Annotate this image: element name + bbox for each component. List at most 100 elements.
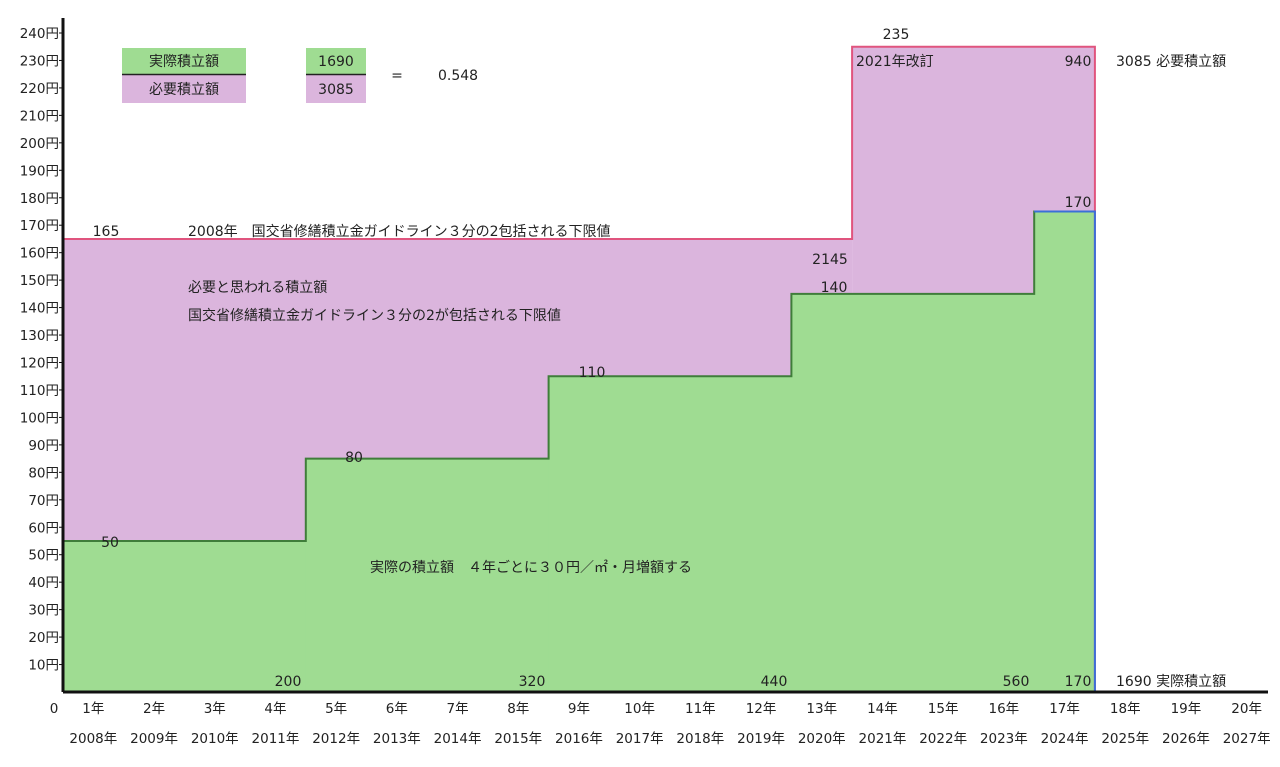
x-year-label: 2026年 <box>1162 731 1210 747</box>
x-period-label: 8年 <box>507 701 529 717</box>
x-year-label: 2017年 <box>616 731 664 747</box>
y-tick-label: 100円 <box>20 410 59 426</box>
y-tick-label: 70円 <box>28 493 59 509</box>
x-period-label: 12年 <box>746 701 777 717</box>
y-tick-label: 240円 <box>20 26 59 42</box>
x-period-label: 9年 <box>568 701 590 717</box>
legend-equals: = <box>391 68 403 84</box>
total-required-label: 3085 必要積立額 <box>1116 54 1226 70</box>
x-year-label: 2019年 <box>737 731 785 747</box>
label-170-top: 170 <box>1065 195 1092 211</box>
x-period-label: 1年 <box>82 701 104 717</box>
x-year-label: 2023年 <box>980 731 1028 747</box>
label-940: 940 <box>1065 54 1092 70</box>
y-tick-label: 150円 <box>20 273 59 289</box>
x-period-label: 11年 <box>685 701 716 717</box>
x-period-label: 13年 <box>806 701 837 717</box>
x-year-label: 2021年 <box>859 731 907 747</box>
required-area-title: 必要と思われる積立額 <box>188 280 327 296</box>
x-period-label: 20年 <box>1231 701 1262 717</box>
sum-320: 320 <box>519 674 546 690</box>
legend-swatch-actual-value <box>306 48 366 74</box>
revision-2021-label: 2021年改訂 <box>856 54 934 70</box>
y-tick-label: 80円 <box>28 465 59 481</box>
label-2145: 2145 <box>812 252 848 268</box>
x-year-label: 2020年 <box>798 731 846 747</box>
y-tick-label: 60円 <box>28 520 59 536</box>
final-year-outline <box>1034 210 1096 692</box>
guideline-2008-label: 2008年 国交省修繕積立金ガイドライン３分の2包括される下限値 <box>188 223 611 240</box>
x-year-label: 2027年 <box>1223 731 1271 747</box>
actual-area-description: 実際の積立額 ４年ごとに３０円／㎡・月増額する <box>370 560 692 576</box>
x-period-label: 14年 <box>867 701 898 717</box>
y-tick-label: 20円 <box>28 630 59 646</box>
y-tick-label: 120円 <box>20 356 59 372</box>
chart-areas <box>62 45 1096 692</box>
legend-swatch-required <box>122 75 246 103</box>
actual-area-segment <box>791 293 1035 692</box>
x-period-label: 15年 <box>928 701 959 717</box>
actual-area-segment <box>63 540 307 692</box>
x-year-label: 2024年 <box>1041 731 1089 747</box>
required-area-subtitle: 国交省修繕積立金ガイドライン３分の2が包括される下限値 <box>188 307 561 324</box>
sum-560: 560 <box>1003 674 1030 690</box>
x-year-label: 2025年 <box>1101 731 1149 747</box>
y-tick-label: 170円 <box>20 218 59 234</box>
actual-outline <box>63 210 1095 542</box>
y-tick-labels: 10円 20円 30円 40円 50円 60円 70円 80円 90円 100円 110円 120円 1… <box>20 26 63 674</box>
x-period-label: 2年 <box>143 701 165 717</box>
x-period-label: 18年 <box>1110 701 1141 717</box>
sum-440: 440 <box>761 674 788 690</box>
actual-area-segment <box>1034 211 1096 692</box>
x-period-label: 4年 <box>264 701 286 717</box>
chart-axes <box>61 18 1268 694</box>
x-period-label: 19年 <box>1171 701 1202 717</box>
legend-swatch-required-value <box>306 75 366 103</box>
y-tick-label: 230円 <box>20 53 59 69</box>
y-tick-label: 210円 <box>20 108 59 124</box>
y-tick-label: 140円 <box>20 301 59 317</box>
y-tick-label: 200円 <box>20 136 59 152</box>
y-tick-label: 50円 <box>28 548 59 564</box>
x-period-label: 16年 <box>989 701 1020 717</box>
y-tick-label: 160円 <box>20 246 59 262</box>
label-80: 80 <box>345 450 363 466</box>
x-period-label: 10年 <box>624 701 655 717</box>
x-year-label: 2009年 <box>130 731 178 747</box>
legend-actual-value: 1690 <box>318 54 354 70</box>
actual-area-segment <box>548 376 792 692</box>
x-period-label: 5年 <box>325 701 347 717</box>
x-tick-labels: 0 1年 2年 3年 4年 5年 6年 7年 8年 9年 10年 11年 12年 13年 14年 15年 16年… <box>50 701 1271 747</box>
x-period-label: 3年 <box>204 701 226 717</box>
y-tick-label: 40円 <box>28 575 59 591</box>
label-110: 110 <box>579 365 606 381</box>
sum-170: 170 <box>1065 674 1092 690</box>
x-origin-label: 0 <box>50 701 59 717</box>
actual-area-segment <box>305 458 550 692</box>
x-year-label: 2018年 <box>676 731 724 747</box>
label-235: 235 <box>883 27 910 43</box>
sum-200: 200 <box>275 674 302 690</box>
y-tick-label: 180円 <box>20 191 59 207</box>
legend-actual-label: 実際積立額 <box>149 54 219 70</box>
legend-required-label: 必要積立額 <box>149 82 219 98</box>
label-140: 140 <box>821 280 848 296</box>
x-period-label: 17年 <box>1049 701 1080 717</box>
x-period-label: 7年 <box>447 701 469 717</box>
y-tick-label: 10円 <box>28 658 59 674</box>
x-year-label: 2011年 <box>252 731 300 747</box>
legend-ratio: 0.548 <box>438 68 478 84</box>
x-year-label: 2016年 <box>555 731 603 747</box>
y-tick-label: 30円 <box>28 603 59 619</box>
total-actual-label: 1690 実際積立額 <box>1116 674 1226 690</box>
y-tick-label: 220円 <box>20 81 59 97</box>
legend-required-value: 3085 <box>318 82 354 98</box>
legend: 実際積立額 必要積立額 1690 3085 = 0.548 <box>122 48 478 103</box>
x-year-label: 2013年 <box>373 731 421 747</box>
x-period-label: 6年 <box>386 701 408 717</box>
label-50: 50 <box>101 535 119 551</box>
y-tick-label: 90円 <box>28 438 59 454</box>
x-year-label: 2010年 <box>191 731 239 747</box>
x-year-label: 2014年 <box>434 731 482 747</box>
